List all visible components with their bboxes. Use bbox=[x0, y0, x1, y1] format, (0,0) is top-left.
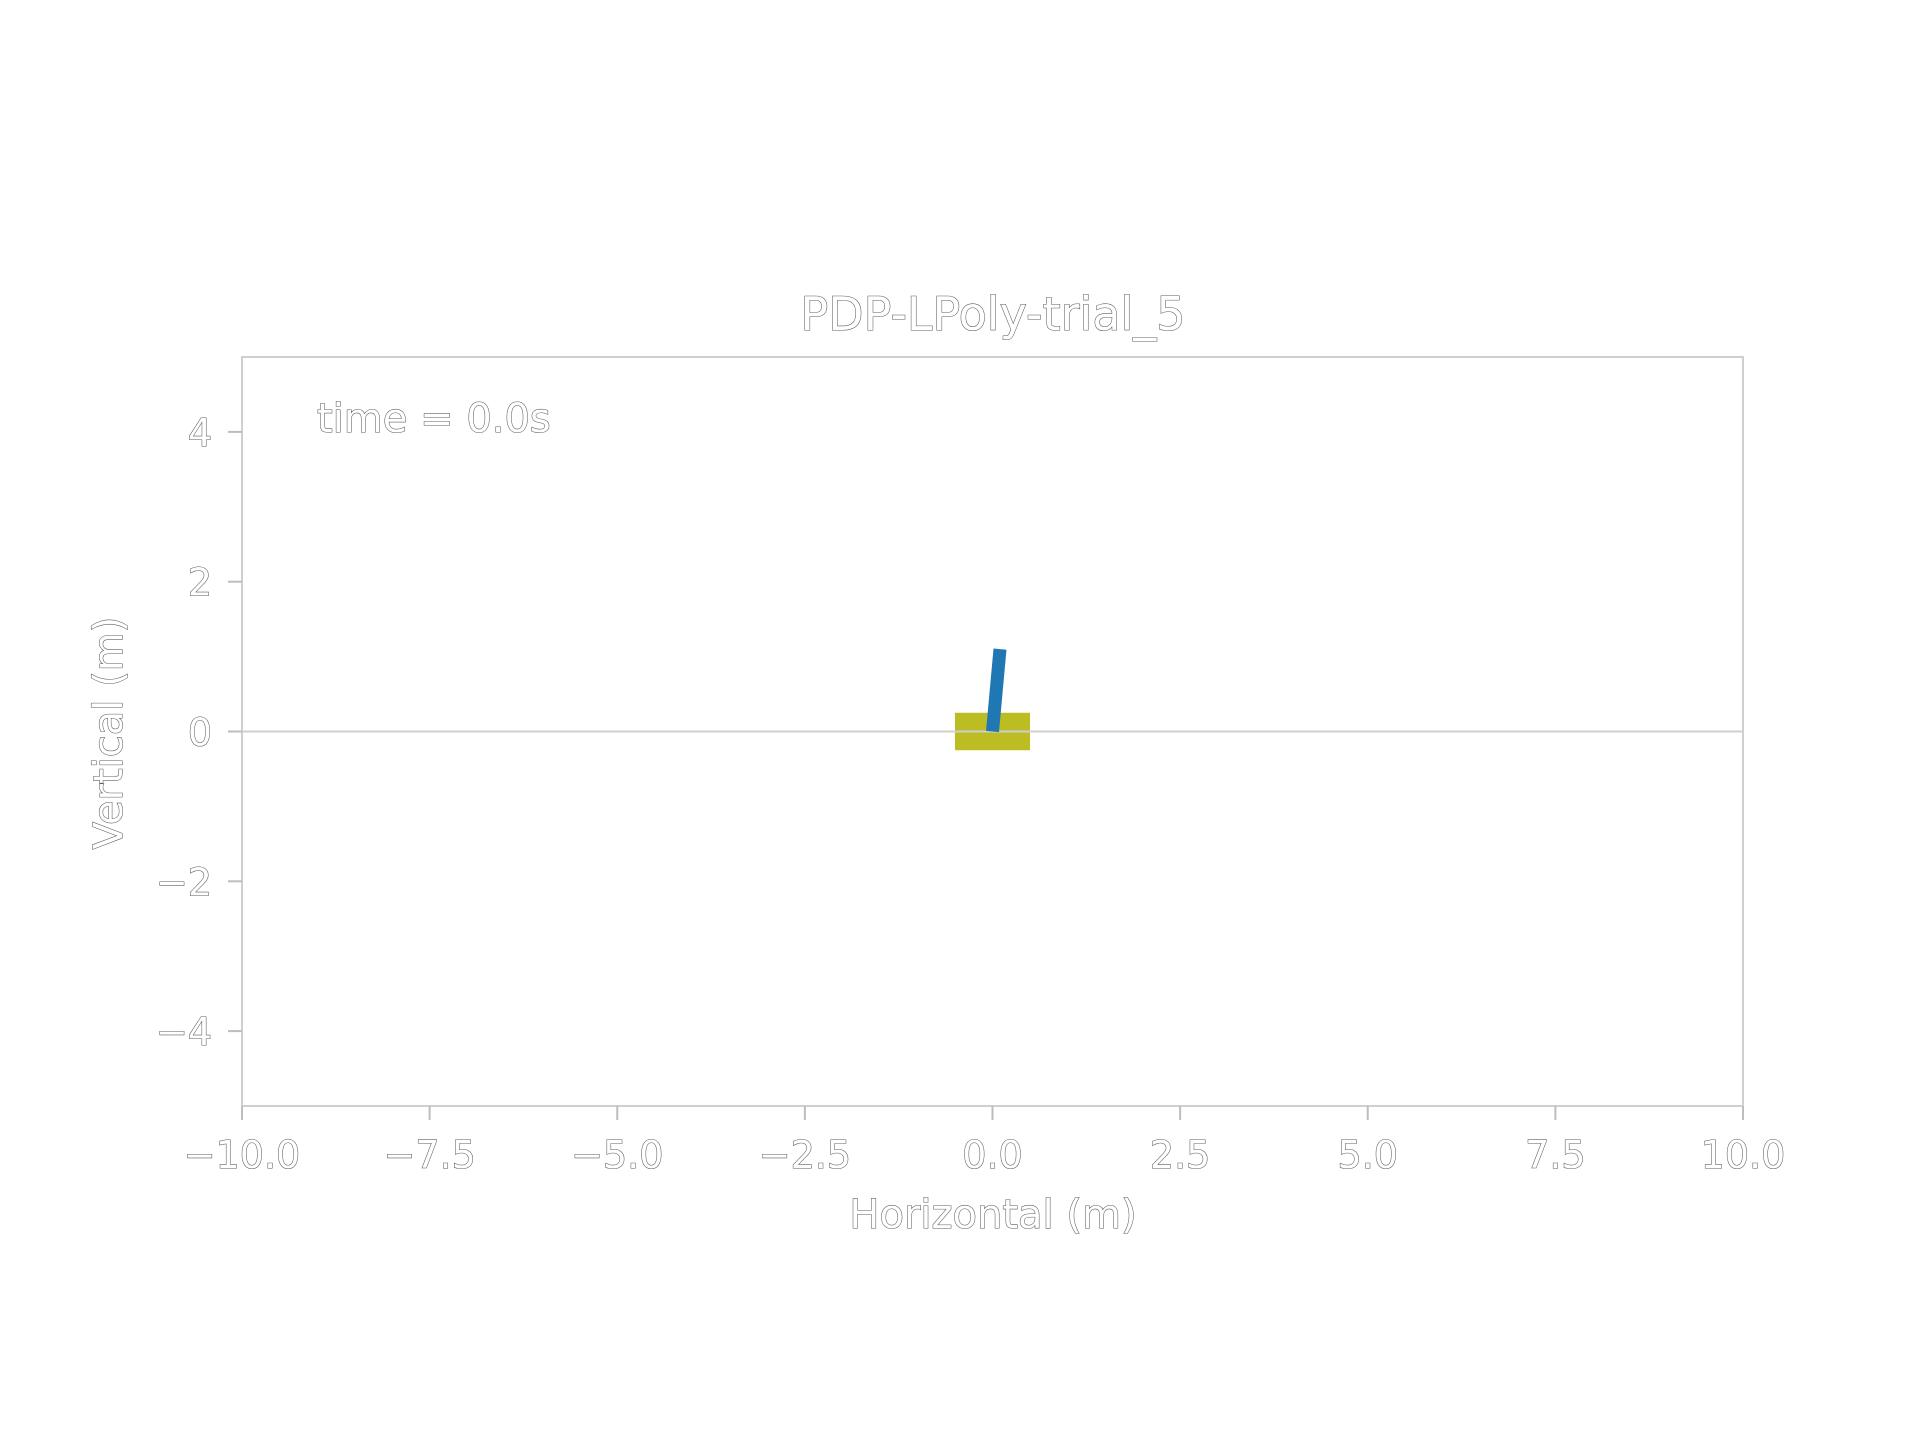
y-axis-ticks: −4 −2 0 2 4 bbox=[155, 410, 242, 1055]
time-annotation: time = 0.0s bbox=[317, 396, 551, 442]
x-tick-label: 2.5 bbox=[1150, 1133, 1210, 1177]
x-tick-label: −2.5 bbox=[759, 1133, 851, 1177]
x-tick-label: −7.5 bbox=[383, 1133, 475, 1177]
y-tick-label: 4 bbox=[188, 411, 212, 455]
x-tick-label: 0.0 bbox=[962, 1133, 1022, 1177]
y-tick-label: 0 bbox=[188, 711, 212, 755]
plot-area: time = 0.0s bbox=[241, 356, 1744, 1107]
pole bbox=[986, 648, 1007, 733]
x-axis-ticks: −10.0 −7.5 −5.0 −2.5 0.0 2.5 5.0 7.5 10.0 bbox=[183, 1106, 1786, 1178]
x-tick-label: −5.0 bbox=[571, 1133, 663, 1177]
y-tick-label: 2 bbox=[188, 561, 212, 605]
x-tick-label: 5.0 bbox=[1338, 1133, 1398, 1177]
y-axis-label: Vertical (m) bbox=[86, 617, 132, 850]
x-axis-label: Horizontal (m) bbox=[849, 1192, 1136, 1238]
y-tick-label: −4 bbox=[156, 1010, 212, 1054]
chart-title: PDP-LPoly-trial_5 bbox=[800, 287, 1185, 341]
x-tick-label: −10.0 bbox=[184, 1133, 300, 1177]
x-tick-label: 7.5 bbox=[1525, 1133, 1585, 1177]
y-tick-label: −2 bbox=[156, 860, 212, 904]
x-tick-label: 10.0 bbox=[1701, 1133, 1786, 1177]
